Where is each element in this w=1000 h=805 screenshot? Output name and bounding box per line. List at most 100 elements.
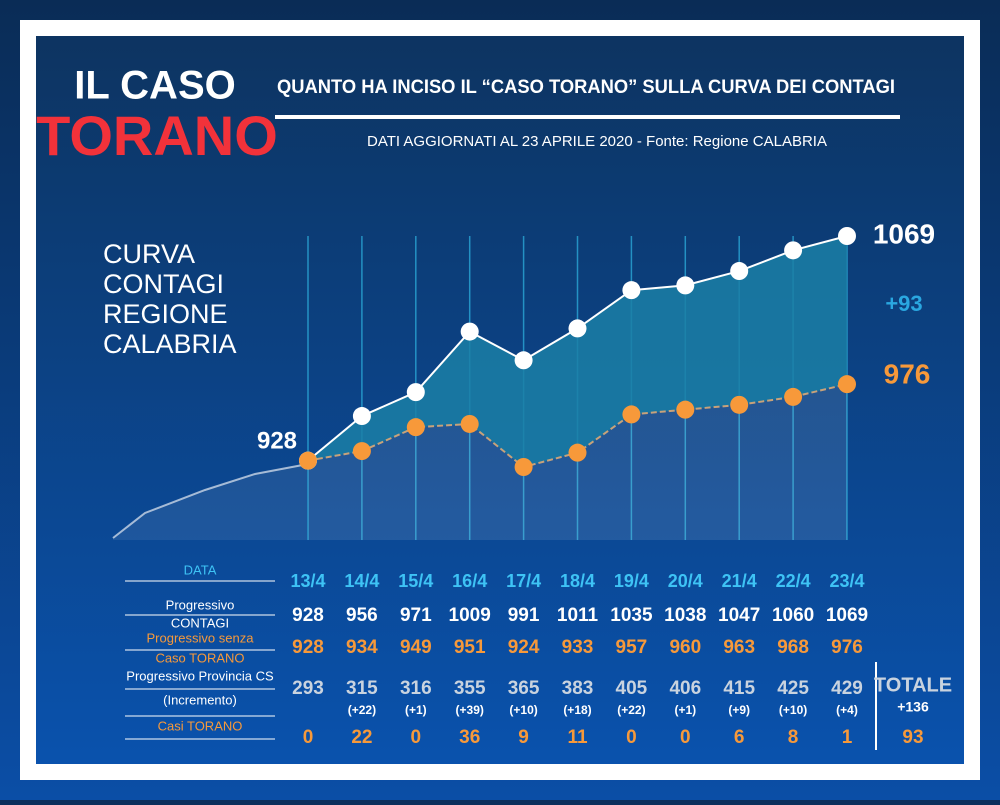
row-label: Casi TORANO [158, 718, 243, 733]
point [730, 395, 749, 414]
table-cell: 968 [777, 637, 809, 658]
table-cell: 315 [346, 678, 378, 699]
table-cell: 316 [400, 678, 432, 699]
table-cell: (+10) [779, 703, 807, 717]
table-cell: 415 [723, 678, 755, 699]
table-cell: 9 [518, 727, 529, 748]
table-cell: 6 [734, 727, 745, 748]
table-cell: 17/4 [506, 571, 541, 591]
table-cell: 934 [346, 637, 378, 658]
table-cell: 429 [831, 678, 863, 699]
row-label: Progressivo [166, 597, 235, 612]
table-cell: 355 [454, 678, 486, 699]
table-cell: 0 [303, 727, 314, 748]
table-cell: 0 [411, 727, 422, 748]
table-cell: 1035 [610, 605, 653, 626]
table-cell: 1011 [557, 605, 599, 626]
point-label: 928 [257, 427, 297, 454]
table-cell: 951 [454, 637, 486, 658]
table-cell: 425 [777, 678, 809, 699]
table-cell: 20/4 [668, 571, 703, 591]
point [730, 262, 749, 281]
table-cell: 1069 [826, 605, 868, 626]
row-label: Caso TORANO [155, 650, 244, 665]
point [460, 322, 479, 341]
table-cell: 8 [788, 727, 799, 748]
table-cell: (+4) [836, 703, 858, 717]
table-cell: (+1) [405, 703, 427, 717]
table-cell: (+22) [348, 703, 376, 717]
table-cell: 405 [616, 678, 648, 699]
table-cell: 293 [292, 678, 324, 699]
subtitle: DATI AGGIORNATI AL 23 APRILE 2020 - Font… [367, 133, 827, 150]
table-cell: 15/4 [398, 571, 433, 591]
row-label: DATA [184, 562, 217, 577]
table-cell: 383 [562, 678, 594, 699]
table-cell: 13/4 [290, 571, 325, 591]
gap-area [308, 236, 847, 467]
point-label: 1069 [873, 218, 935, 249]
point [676, 276, 695, 295]
side-label: REGIONE [103, 299, 228, 329]
table-cell: (+9) [728, 703, 750, 717]
side-label: CALABRIA [103, 329, 237, 359]
table-cell: 16/4 [452, 571, 487, 591]
base-area [308, 384, 847, 540]
table-cell: 23/4 [829, 571, 864, 591]
row-label: Progressivo Provincia CS [126, 668, 274, 683]
table-cell: (+39) [456, 703, 484, 717]
point [406, 418, 425, 437]
point [784, 387, 803, 406]
table-cell: 0 [680, 727, 691, 748]
point [299, 451, 317, 470]
side-label: CONTAGI [103, 269, 224, 299]
title-line1: IL CASO [74, 64, 236, 108]
table-cell: 14/4 [344, 571, 379, 591]
table-cell: (+18) [563, 703, 591, 717]
table-cell: 1047 [718, 605, 760, 626]
table-cell: 949 [400, 637, 432, 658]
lead-in-area [113, 464, 308, 540]
frame [20, 20, 980, 780]
table-cell: 22 [351, 727, 372, 748]
point [568, 443, 587, 462]
row-label: Progressivo senza [147, 630, 255, 645]
table-cell: 22/4 [776, 571, 811, 591]
point [838, 375, 856, 394]
point [514, 458, 533, 476]
table-cell: TOTALE [874, 674, 952, 696]
headline: QUANTO HA INCISO IL “CASO TORANO” SULLA … [277, 77, 895, 98]
point [838, 227, 856, 245]
point [406, 383, 425, 402]
table-cell: 11 [567, 727, 588, 748]
table-cell: 0 [626, 727, 637, 748]
table-cell: 1009 [449, 605, 491, 626]
row-label: (Incremento) [163, 692, 237, 707]
table-cell: (+22) [617, 703, 645, 717]
point-label: 976 [884, 358, 931, 389]
table-cell: 365 [508, 678, 540, 699]
point [352, 442, 371, 461]
table-cell: 1038 [664, 605, 706, 626]
table-cell: 956 [346, 605, 378, 626]
table-cell: 36 [459, 727, 480, 748]
table-cell: 924 [508, 637, 540, 658]
table-cell: 960 [669, 637, 701, 658]
table-cell: 991 [508, 605, 540, 626]
point [784, 241, 803, 260]
table-cell: +136 [897, 699, 929, 715]
lead-in-line [112, 463, 309, 539]
point [460, 414, 479, 433]
difference-label: +93 [885, 291, 922, 316]
title-line2: TORANO [36, 104, 278, 167]
point [676, 400, 695, 419]
point [622, 405, 641, 424]
point [622, 281, 641, 300]
table-cell: 928 [292, 605, 324, 626]
point [514, 351, 533, 370]
table-cell: 1060 [772, 605, 814, 626]
table-cell: 1 [842, 727, 853, 748]
table-cell: (+1) [674, 703, 696, 717]
table-cell: 963 [723, 637, 755, 658]
